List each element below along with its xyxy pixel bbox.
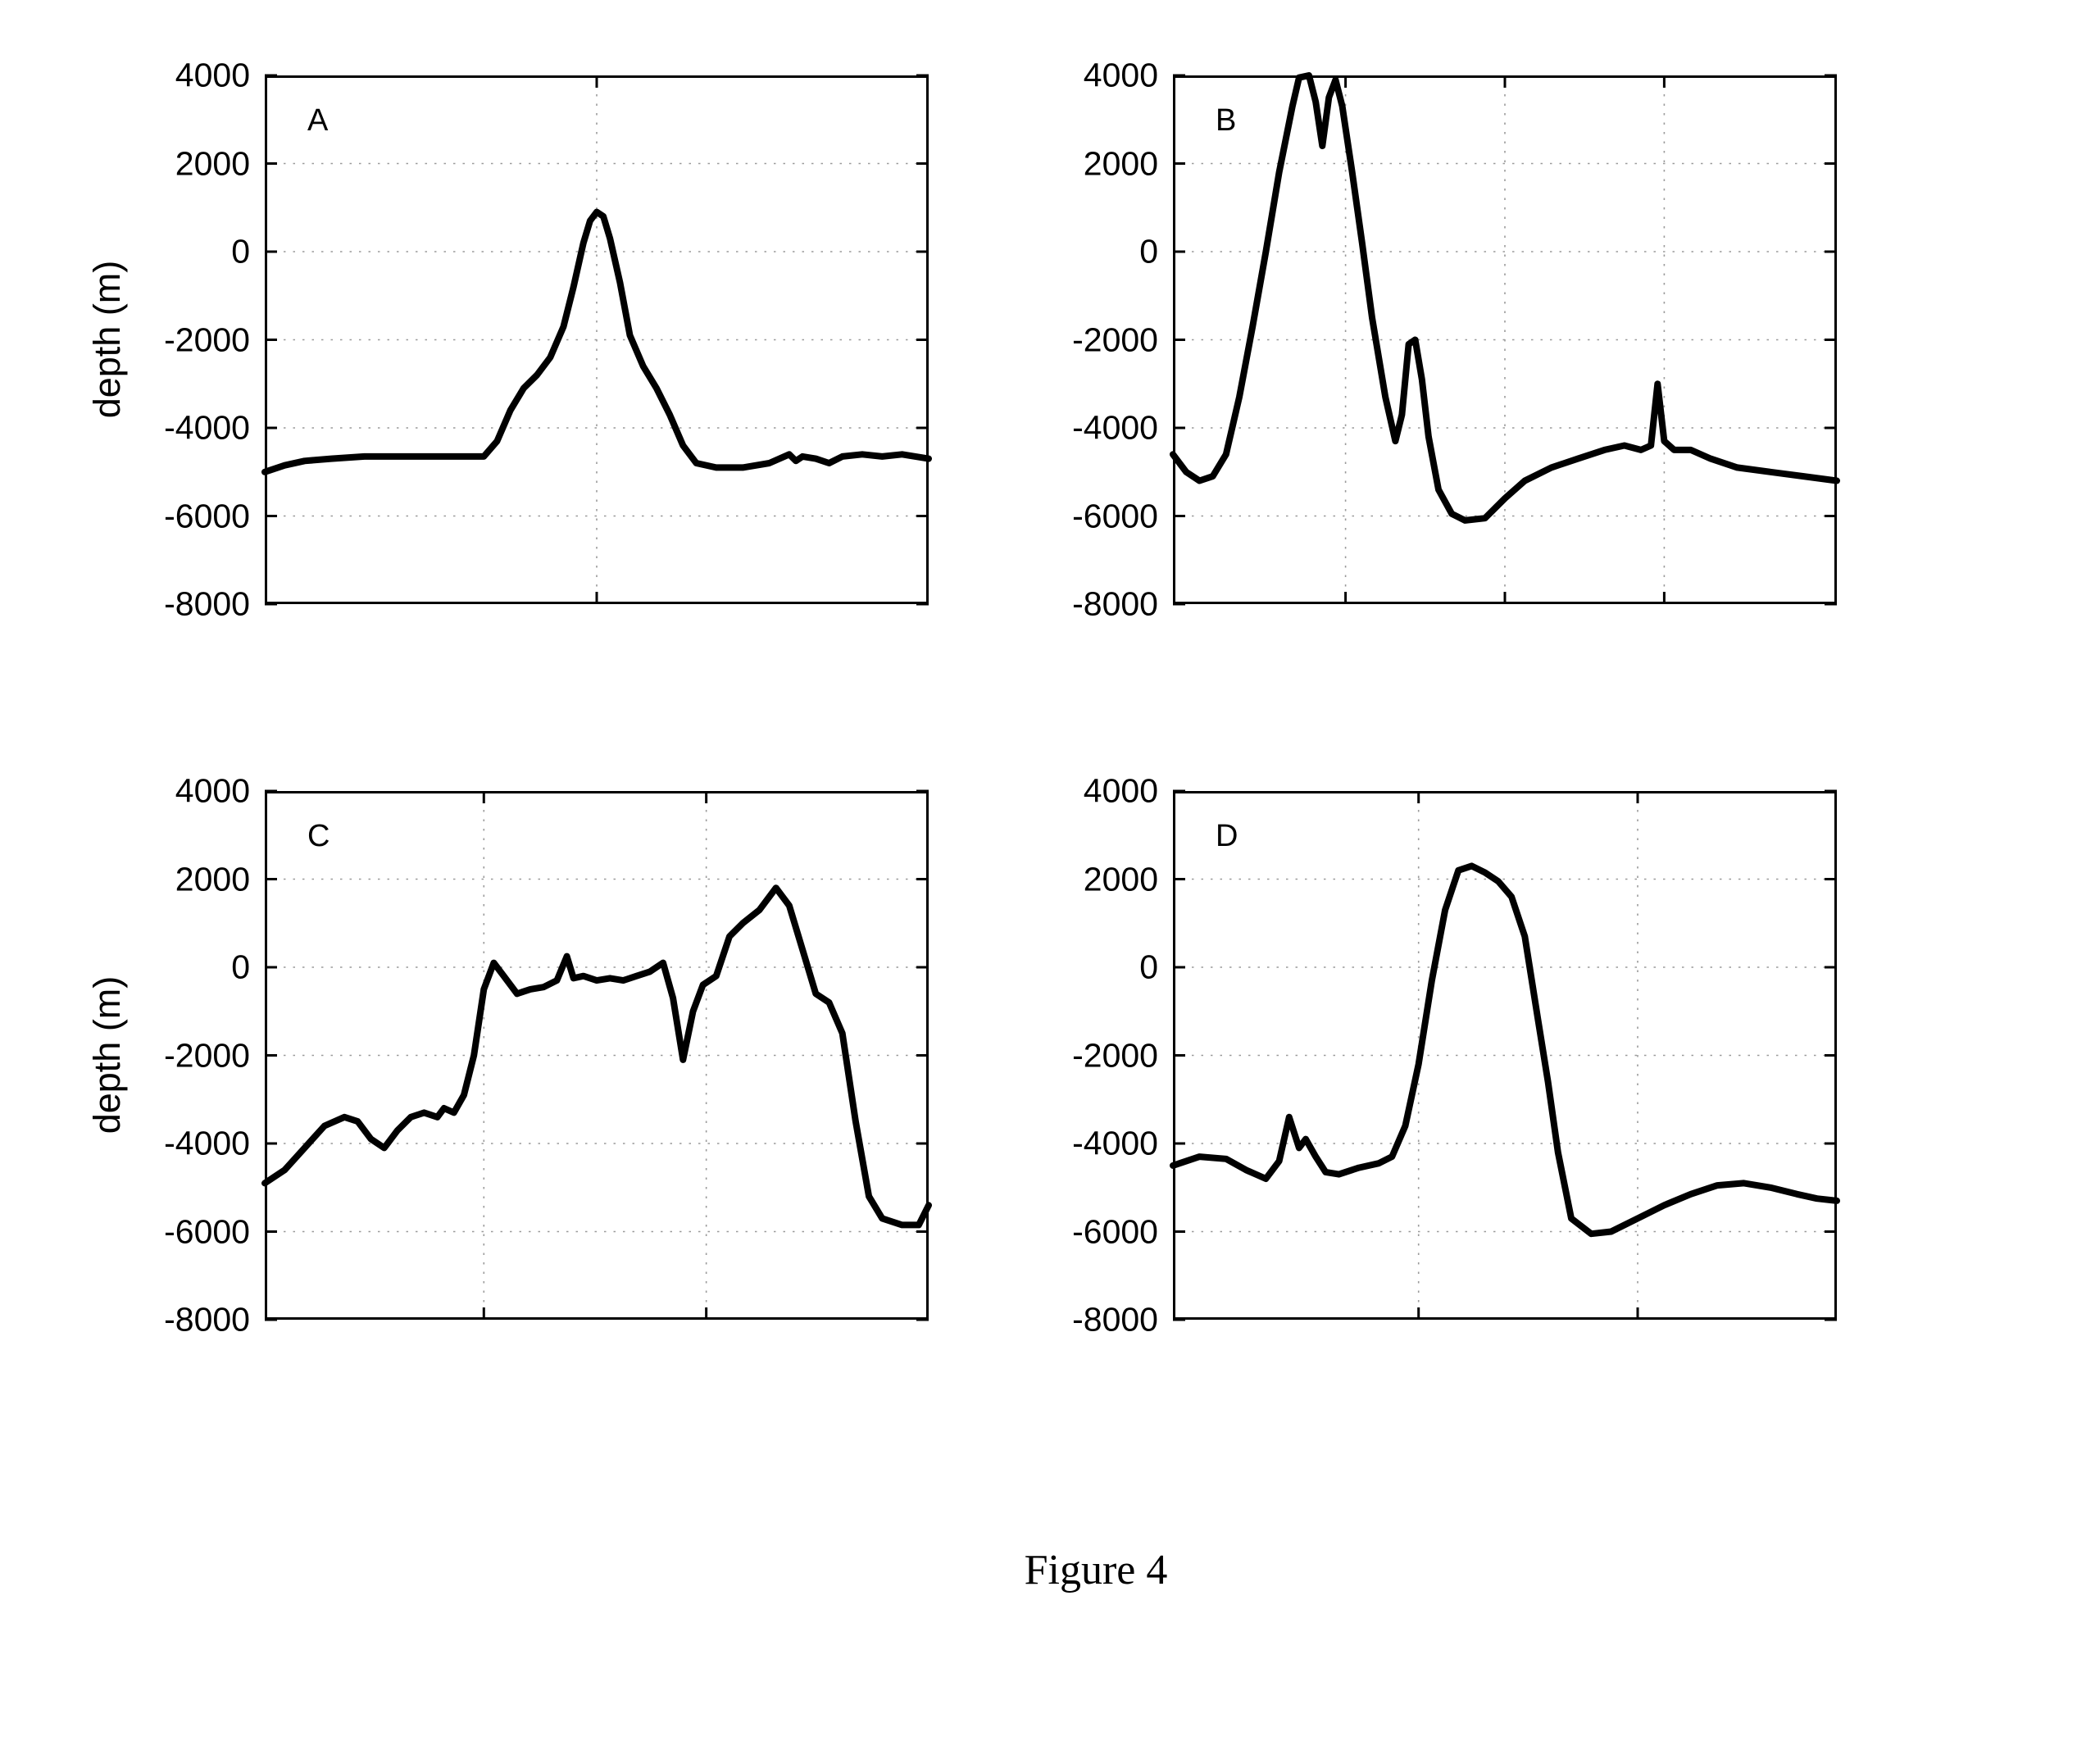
axes-box <box>1173 791 1837 1320</box>
y-tick-label: -6000 <box>164 1212 250 1250</box>
gridlines <box>265 791 929 1320</box>
y-tick-label: -8000 <box>164 584 250 623</box>
axes-box <box>265 75 929 604</box>
axes-box <box>265 791 929 1320</box>
y-tick-label: 0 <box>1139 948 1158 986</box>
gridlines <box>1173 75 1837 604</box>
panel-label: B <box>1216 103 1237 138</box>
plot-area-D <box>1170 789 1840 1321</box>
plot-area-B <box>1170 72 1840 606</box>
y-tick-label: -6000 <box>1072 1212 1158 1250</box>
gridlines <box>1173 791 1837 1320</box>
figure-caption: Figure 4 <box>1024 1547 1168 1594</box>
panel-C: depth (m) 4000 2000 0 -2000 -4000 -6000 -8000 C <box>86 774 932 1336</box>
y-tick-label: -4000 <box>1072 408 1158 447</box>
plot-area-A <box>261 74 932 606</box>
y-tick-label: -4000 <box>1072 1124 1158 1162</box>
y-tick-label: -8000 <box>1072 1300 1158 1339</box>
y-tick-label: 4000 <box>175 771 250 810</box>
y-tick-label: -2000 <box>164 1036 250 1074</box>
y-tick-label: -4000 <box>164 408 250 447</box>
panel-label: C <box>307 819 330 853</box>
y-tick-label: -4000 <box>164 1124 250 1162</box>
y-tick-label: 2000 <box>175 144 250 182</box>
panel-A: depth (m) 4000 2000 0 -2000 -4000 -6000 -8000 A <box>86 58 932 621</box>
panel-B: 4000 2000 0 -2000 -4000 -6000 -8000 B <box>1072 58 1840 621</box>
y-tick-label: 4000 <box>175 56 250 94</box>
y-tick-label: -8000 <box>1072 584 1158 623</box>
axes-box <box>1173 75 1837 604</box>
y-tick-label: 4000 <box>1083 56 1158 94</box>
y-tick-label: 2000 <box>175 860 250 898</box>
y-tick-label: 4000 <box>1083 771 1158 810</box>
y-tick-label: 0 <box>231 232 250 271</box>
bathymetry-profile-B <box>1170 72 1840 524</box>
bathymetry-profile-D <box>1170 862 1840 1238</box>
y-tick-label: -6000 <box>1072 497 1158 534</box>
panel-label: D <box>1216 819 1238 853</box>
panel-label: A <box>307 103 329 138</box>
y-tick-label: 0 <box>1139 232 1158 271</box>
gridlines <box>265 75 929 604</box>
bathymetry-profile-A <box>261 208 932 475</box>
panel-D: 4000 2000 0 -2000 -4000 -6000 -8000 D <box>1072 774 1840 1336</box>
y-tick-label: -2000 <box>164 321 250 358</box>
y-tick-label: -2000 <box>1072 1036 1158 1074</box>
y-tick-label: -6000 <box>164 497 250 534</box>
bathymetry-profile-C <box>261 884 932 1229</box>
y-tick-label: -2000 <box>1072 321 1158 358</box>
y-tick-label: 2000 <box>1083 860 1158 898</box>
y-tick-label: 0 <box>231 948 250 986</box>
plot-area-C <box>261 789 932 1321</box>
y-tick-label: -8000 <box>164 1300 250 1339</box>
y-tick-label: 2000 <box>1083 144 1158 182</box>
